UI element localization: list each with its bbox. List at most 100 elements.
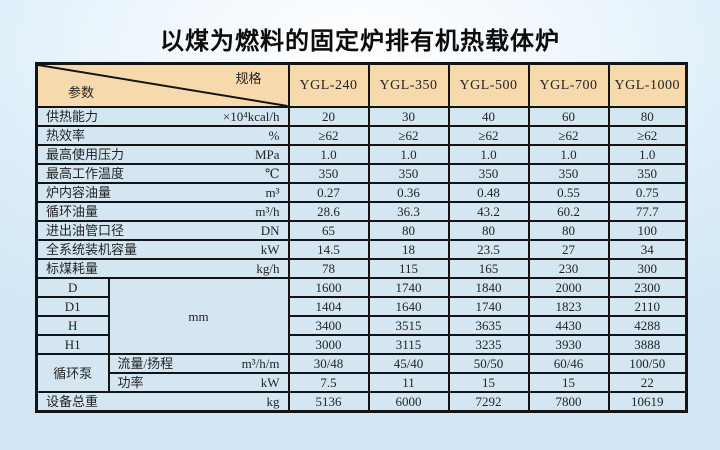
value-cell: 2000 [527,277,610,298]
table-row: 进出油管口径 DN 65 80 80 80 100 [35,220,688,241]
value-cell: 1640 [367,296,450,317]
model-header: YGL-1000 [607,62,688,108]
value-cell: 60 [527,106,610,127]
value-cell: 78 [287,258,370,279]
value-cell: 80 [527,220,610,241]
param-cell: 热效率% [35,125,290,146]
value-cell: 3635 [447,315,530,336]
value-cell: 0.27 [287,182,370,203]
dimension-unit-cell: mm [107,277,290,355]
value-cell: 1823 [527,296,610,317]
value-cell: 7292 [447,391,530,413]
value-cell: 45/40 [367,353,450,374]
value-cell: 60/46 [527,353,610,374]
value-cell: ≥62 [607,125,688,146]
value-cell: 1740 [367,277,450,298]
param-cell: 设备总重 kg [35,391,290,413]
value-cell: 0.75 [607,182,688,203]
value-cell: 3000 [287,334,370,355]
value-cell: 1.0 [527,144,610,165]
table-row: 循环泵 流量/扬程 m³/h/m 30/48 45/40 50/50 60/46 100/50 [35,353,688,393]
value-cell: 3400 [287,315,370,336]
value-cell: 15 [527,372,610,393]
value-cell: 20 [287,106,370,127]
value-cell: 350 [527,163,610,184]
table-row: 功率 kW 7.5 11 15 15 22 [37,372,688,393]
param-cell: 循环油量 m³/h [35,201,290,222]
param-cell: 全系统装机容量 kW [35,239,290,260]
unit-label: % [268,128,280,143]
table-row: H 3400 3515 3635 4430 4288 [35,315,688,336]
value-cell: 60.2 [527,201,610,222]
param-cell: 功率 kW [107,372,290,393]
unit-label: m³/h/m [241,356,280,371]
value-cell: 22 [607,372,688,393]
param-cell: 供热能力 ×10⁴kcal/h [35,106,290,127]
unit-label: kW [260,242,280,257]
value-cell: ≥62 [367,125,450,146]
table-row: H1 3000 3115 3235 3930 3888 [35,334,688,355]
param-cell: 进出油管口径 DN [35,220,290,241]
value-cell: 18 [367,239,450,260]
value-cell: 5136 [287,391,370,413]
value-cell: 350 [447,163,530,184]
value-cell: 3888 [607,334,688,355]
dimension-label: D1 [35,296,110,317]
corner-cell: 规格 参数 [35,62,290,108]
value-cell: 36.3 [367,201,450,222]
value-cell: 350 [287,163,370,184]
value-cell: 27 [527,239,610,260]
value-cell: 80 [607,106,688,127]
value-cell: 4430 [527,315,610,336]
table-row: D1 1404 1640 1740 1823 2110 [35,296,688,317]
value-cell: 350 [367,163,450,184]
value-cell: 65 [287,220,370,241]
value-cell: 34 [607,239,688,260]
table-row: 循环油量 m³/h 28.6 36.3 43.2 60.2 77.7 [35,201,688,222]
param-label: 进出油管口径 [46,223,125,238]
value-cell: 1404 [287,296,370,317]
value-cell: 115 [367,258,450,279]
value-cell: 3930 [527,334,610,355]
value-cell: 0.55 [527,182,610,203]
unit-label: kg [266,394,280,409]
param-label: 热效率 [46,128,86,143]
table-row: 全系统装机容量 kW 14.5 18 23.5 27 34 [35,239,688,260]
param-label: 全系统装机容量 [46,242,138,257]
param-label: 功率 [117,375,144,390]
table-header-row: 规格 参数 YGL-240 YGL-350 YGL-500 YGL-700 YGL-10… [35,62,688,108]
param-cell: 标煤耗量 kg/h [35,258,290,279]
value-cell: 1600 [287,277,370,298]
value-cell: 300 [607,258,688,279]
param-label: 供热能力 [46,109,99,124]
unit-label: kW [260,375,280,390]
model-header: YGL-700 [527,62,610,108]
value-cell: 350 [607,163,688,184]
value-cell: 80 [367,220,450,241]
unit-label: m³ [265,185,280,200]
value-cell: 30 [367,106,450,127]
value-cell: 10619 [607,391,688,413]
diagonal-line [38,65,288,106]
value-cell: 100/50 [607,353,688,374]
table-row: 炉内容油量 m³ 0.27 0.36 0.48 0.55 0.75 [35,182,688,203]
value-cell: 28.6 [287,201,370,222]
param-label: 流量/扬程 [117,356,174,371]
spec-table: 规格 参数 YGL-240 YGL-350 YGL-500 YGL-700 YGL-10… [35,62,688,413]
value-cell: 6000 [367,391,450,413]
table-row: 供热能力 ×10⁴kcal/h 20 30 40 60 80 [35,106,688,127]
param-label: 炉内容油量 [46,185,112,200]
dimension-label: D [35,277,110,298]
value-cell: 0.48 [447,182,530,203]
unit-label: m³/h [255,204,280,219]
value-cell: 7.5 [287,372,370,393]
unit-label: ×10⁴kcal/h [222,109,280,124]
param-label: 标煤耗量 [46,261,99,276]
value-cell: 165 [447,258,530,279]
dimension-label: H1 [35,334,110,355]
value-cell: ≥62 [527,125,610,146]
value-cell: ≥62 [447,125,530,146]
unit-label: MPa [254,147,280,162]
